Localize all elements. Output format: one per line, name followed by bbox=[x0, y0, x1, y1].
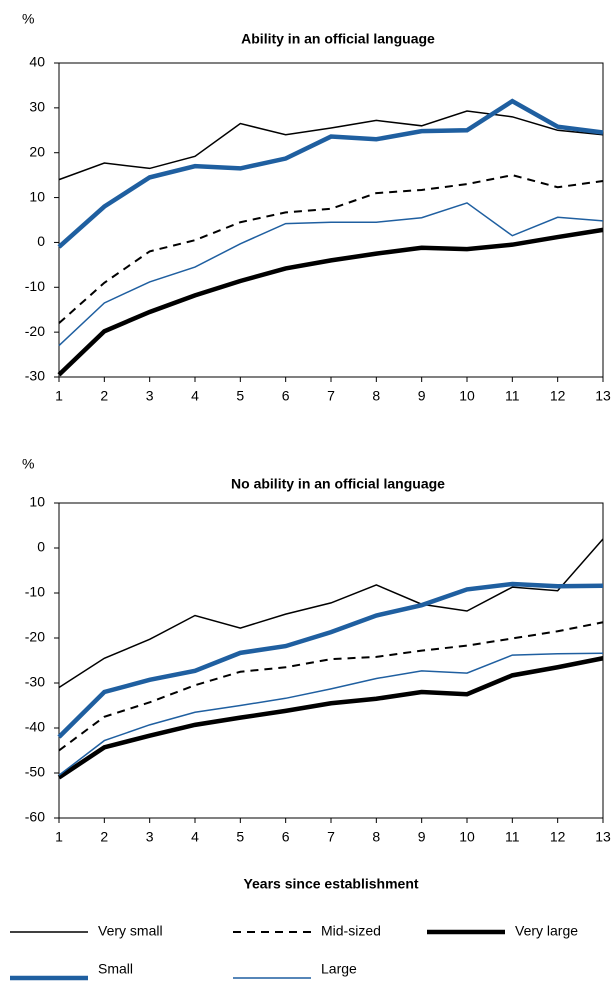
x-tick-label: 4 bbox=[191, 829, 199, 845]
x-tick-label: 13 bbox=[595, 388, 611, 404]
x-tick-label: 12 bbox=[550, 829, 566, 845]
x-tick-label: 1 bbox=[55, 829, 63, 845]
plot-frame bbox=[58, 62, 604, 378]
x-tick-label: 8 bbox=[372, 388, 380, 404]
x-tick-label: 6 bbox=[282, 829, 290, 845]
chart-title: No ability in an official language bbox=[231, 476, 445, 492]
y-tick-label: 0 bbox=[37, 539, 45, 555]
x-tick-label: 7 bbox=[327, 829, 335, 845]
series-line bbox=[57, 227, 604, 377]
series-line bbox=[58, 110, 604, 181]
x-tick-label: 10 bbox=[459, 829, 475, 845]
legend-label: Small bbox=[98, 961, 133, 977]
x-tick-label: 1 bbox=[55, 388, 63, 404]
y-tick-label: -30 bbox=[25, 674, 45, 690]
y-tick-label: -10 bbox=[25, 278, 45, 294]
x-tick-label: 6 bbox=[282, 388, 290, 404]
x-axis-label: Years since establishment bbox=[243, 876, 418, 892]
y-unit: % bbox=[22, 11, 34, 27]
x-tick-label: 8 bbox=[372, 829, 380, 845]
y-tick-label: 20 bbox=[29, 143, 45, 159]
chart-title: Ability in an official language bbox=[241, 31, 435, 47]
y-tick-label: 30 bbox=[29, 99, 45, 115]
y-tick-label: -60 bbox=[25, 809, 45, 825]
series-line bbox=[58, 174, 604, 324]
legend-label: Very large bbox=[515, 923, 578, 939]
legend-label: Very small bbox=[98, 923, 163, 939]
x-tick-label: 2 bbox=[100, 388, 108, 404]
y-tick-label: -40 bbox=[25, 719, 45, 735]
y-unit: % bbox=[22, 456, 34, 472]
series-line bbox=[58, 538, 604, 689]
series-line bbox=[58, 621, 604, 752]
y-tick-label: 10 bbox=[29, 188, 45, 204]
series-line bbox=[58, 652, 604, 776]
x-tick-label: 10 bbox=[459, 388, 475, 404]
x-tick-label: 11 bbox=[505, 829, 520, 845]
x-tick-label: 5 bbox=[236, 388, 244, 404]
x-tick-label: 4 bbox=[191, 388, 199, 404]
series-line bbox=[58, 202, 604, 347]
x-tick-label: 3 bbox=[146, 388, 154, 404]
legend-label: Mid-sized bbox=[321, 923, 381, 939]
y-tick-label: -10 bbox=[25, 584, 45, 600]
x-tick-label: 12 bbox=[550, 388, 566, 404]
y-tick-label: -20 bbox=[25, 323, 45, 339]
y-tick-label: 40 bbox=[29, 54, 45, 70]
x-tick-label: 9 bbox=[418, 388, 426, 404]
x-tick-label: 7 bbox=[327, 388, 335, 404]
series-line bbox=[57, 98, 604, 249]
series-line bbox=[57, 581, 604, 739]
y-tick-label: -50 bbox=[25, 764, 45, 780]
x-tick-label: 2 bbox=[100, 829, 108, 845]
x-tick-label: 9 bbox=[418, 829, 426, 845]
plot-frame bbox=[58, 502, 604, 819]
y-tick-label: -30 bbox=[25, 368, 45, 384]
x-tick-label: 11 bbox=[505, 388, 520, 404]
x-tick-label: 5 bbox=[236, 829, 244, 845]
legend-label: Large bbox=[321, 961, 357, 977]
series-line bbox=[57, 656, 604, 780]
y-tick-label: -20 bbox=[25, 629, 45, 645]
x-tick-label: 3 bbox=[146, 829, 154, 845]
x-tick-label: 13 bbox=[595, 829, 611, 845]
y-tick-label: 10 bbox=[29, 494, 45, 510]
y-tick-label: 0 bbox=[37, 233, 45, 249]
